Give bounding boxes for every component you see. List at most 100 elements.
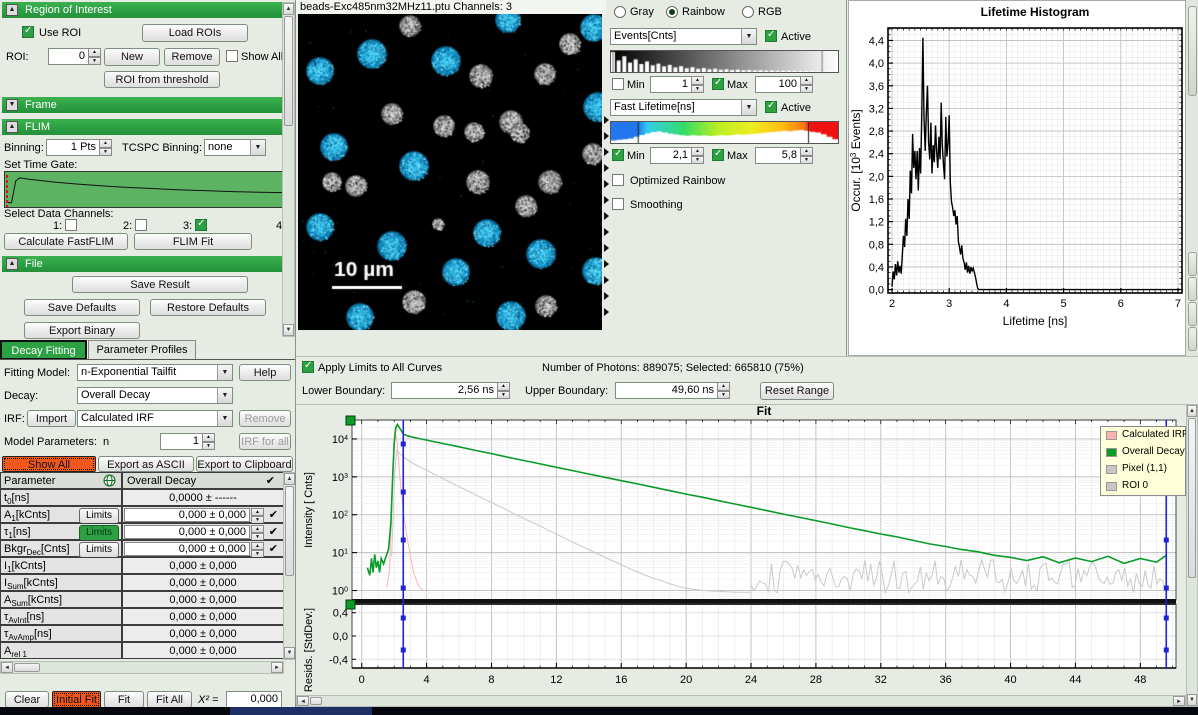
lower-boundary-field[interactable]: 2,56 ns [391,382,498,399]
lifetime-active-checkbox[interactable] [765,100,777,113]
events-level-histogram[interactable] [610,50,839,73]
splitter-handle[interactable] [1188,252,1197,276]
restore-defaults-button[interactable]: Restore Defaults [150,299,266,316]
roi-remove-button[interactable]: Remove [164,48,220,66]
splitter-arrow-icon[interactable] [604,132,609,140]
param-value-field[interactable]: 0,000 ± 0,000 [124,542,250,556]
fit-vscrollbar[interactable]: ▲ ▼ [1186,404,1198,707]
events-max-spinner[interactable]: ▲ ▼ [800,76,813,93]
n-field[interactable]: 1 [160,433,203,450]
splitter-arrow-icon[interactable] [604,308,609,316]
chevron-down-icon[interactable]: ▼ [217,388,232,403]
fit-chart[interactable]: 0 4 8 12 16 20 24 28 32 36 40 44 481001011021031040,… [296,404,1186,696]
limits-button[interactable]: Limits [79,525,119,541]
scroll-left-icon[interactable]: ◄ [1,662,13,673]
collapse-down-icon[interactable]: ▼ [6,99,18,111]
apply-limits-checkbox[interactable] [302,360,314,373]
scroll-down-icon[interactable]: ▼ [1187,694,1197,706]
upper-boundary-spinner[interactable]: ▲ ▼ [717,382,730,399]
events-channel-dropdown[interactable]: Events[Cnts] ▼ [610,28,757,45]
scroll-down-icon[interactable]: ▼ [283,324,294,336]
param-spinner[interactable]: ▲ ▼ [251,542,264,558]
param-value-field[interactable]: 0,000 ± 0,000 [124,525,250,539]
export-clipboard-button[interactable]: Export to Clipboard [196,456,293,472]
use-roi-checkbox[interactable] [22,25,34,38]
tab-parameter-profiles[interactable]: Parameter Profiles [88,340,196,360]
param-check-icon[interactable]: ✔ [268,526,278,538]
export-binary-button[interactable]: Export Binary [24,322,140,339]
fit-button[interactable]: Fit [104,691,144,708]
tcspc-binning-dropdown[interactable]: none ▼ [204,139,266,156]
irf-dropdown[interactable]: Calculated IRF ▼ [77,410,233,427]
scrollbar-thumb[interactable] [284,16,293,126]
scrollbar-thumb[interactable] [14,663,40,672]
param-table-hscrollbar[interactable]: ◄ ► [0,661,284,674]
roi-number-field[interactable]: 0 [48,48,89,65]
param-value-field[interactable]: 0,000 ± 0,000 [124,508,250,522]
lifetime-max-checkbox[interactable] [712,148,724,161]
events-min-checkbox[interactable] [612,78,624,90]
collapse-up-icon[interactable]: ▲ [6,258,18,270]
save-result-button[interactable]: Save Result [72,276,248,293]
param-check-icon[interactable]: ✔ [268,509,278,521]
clear-button[interactable]: Clear [5,691,49,708]
scroll-up-icon[interactable]: ▲ [1187,405,1197,417]
scroll-down-icon[interactable]: ▼ [284,647,295,659]
param-check-icon[interactable]: ✔ [268,543,278,555]
radio-gray[interactable] [614,6,626,18]
chevron-down-icon[interactable]: ▼ [217,411,232,426]
lifetime-max-spinner[interactable]: ▲ ▼ [800,147,813,164]
splitter-arrow-icon[interactable] [604,116,609,124]
initial-fit-button[interactable]: Initial Fit [52,691,101,708]
binning-field[interactable]: 1 Pts [46,139,100,156]
roi-new-button[interactable]: New [104,48,160,66]
events-min-spinner[interactable]: ▲ ▼ [691,76,704,93]
scroll-up-icon[interactable]: ▲ [283,3,294,15]
chevron-down-icon[interactable]: ▼ [250,140,265,155]
binning-spinner[interactable]: ▲ ▼ [99,139,112,156]
scrollbar-thumb[interactable] [310,697,322,705]
scroll-left-icon[interactable]: ◄ [297,696,309,706]
chevron-down-icon[interactable]: ▼ [217,365,232,380]
splitter-arrow-icon[interactable] [604,228,609,236]
splitter-arrow-icon[interactable] [604,196,609,204]
help-button[interactable]: Help [239,364,291,381]
show-all-button[interactable]: Show All [2,456,96,472]
lower-boundary-spinner[interactable]: ▲ ▼ [497,382,510,399]
splitter-arrow-icon[interactable] [604,244,609,252]
scroll-right-icon[interactable]: ► [271,662,283,673]
lifetime-max-field[interactable]: 5,8 [755,147,801,164]
chevron-down-icon[interactable]: ▼ [741,100,756,115]
chevron-down-icon[interactable]: ▼ [741,29,756,44]
lifetime-min-spinner[interactable]: ▲ ▼ [691,147,704,164]
calculate-fastflim-button[interactable]: Calculate FastFLIM [4,233,128,250]
frame-section-header[interactable]: ▼ Frame [2,97,282,113]
splitter-arrow-icon[interactable] [604,276,609,284]
globe-icon[interactable] [103,474,116,487]
lifetime-min-checkbox[interactable] [612,148,624,161]
splitter-handle[interactable] [1188,327,1197,351]
time-gate-graph[interactable] [4,171,284,208]
fitting-model-dropdown[interactable]: n-Exponential Tailfit ▼ [77,364,233,381]
left-panel-scrollbar[interactable]: ▲ ▼ [282,2,295,337]
reset-range-button[interactable]: Reset Range [760,382,834,400]
splitter-arrow-icon[interactable] [604,260,609,268]
header-check-icon[interactable]: ✔ [265,475,275,487]
decay-dropdown[interactable]: Overall Decay ▼ [77,387,233,404]
splitter-arrow-icon[interactable] [604,164,609,172]
show-all-checkbox[interactable] [226,50,238,62]
scrollbar-thumb[interactable] [1188,418,1196,578]
splitter-handle[interactable] [1188,302,1197,326]
events-max-field[interactable]: 100 [755,76,801,93]
n-spinner[interactable]: ▲ ▼ [202,433,215,450]
splitter-handle[interactable] [603,116,612,326]
load-rois-button[interactable]: Load ROIs [142,24,248,42]
smoothing-checkbox[interactable] [612,198,624,210]
splitter-arrow-icon[interactable] [604,212,609,220]
scroll-right-icon[interactable]: ► [1173,696,1185,706]
limits-button[interactable]: Limits [79,508,119,524]
lifetime-min-field[interactable]: 2,1 [650,147,692,164]
file-section-header[interactable]: ▲ File [2,256,282,272]
param-spinner[interactable]: ▲ ▼ [251,508,264,524]
upper-boundary-field[interactable]: 49,60 ns [615,382,718,399]
